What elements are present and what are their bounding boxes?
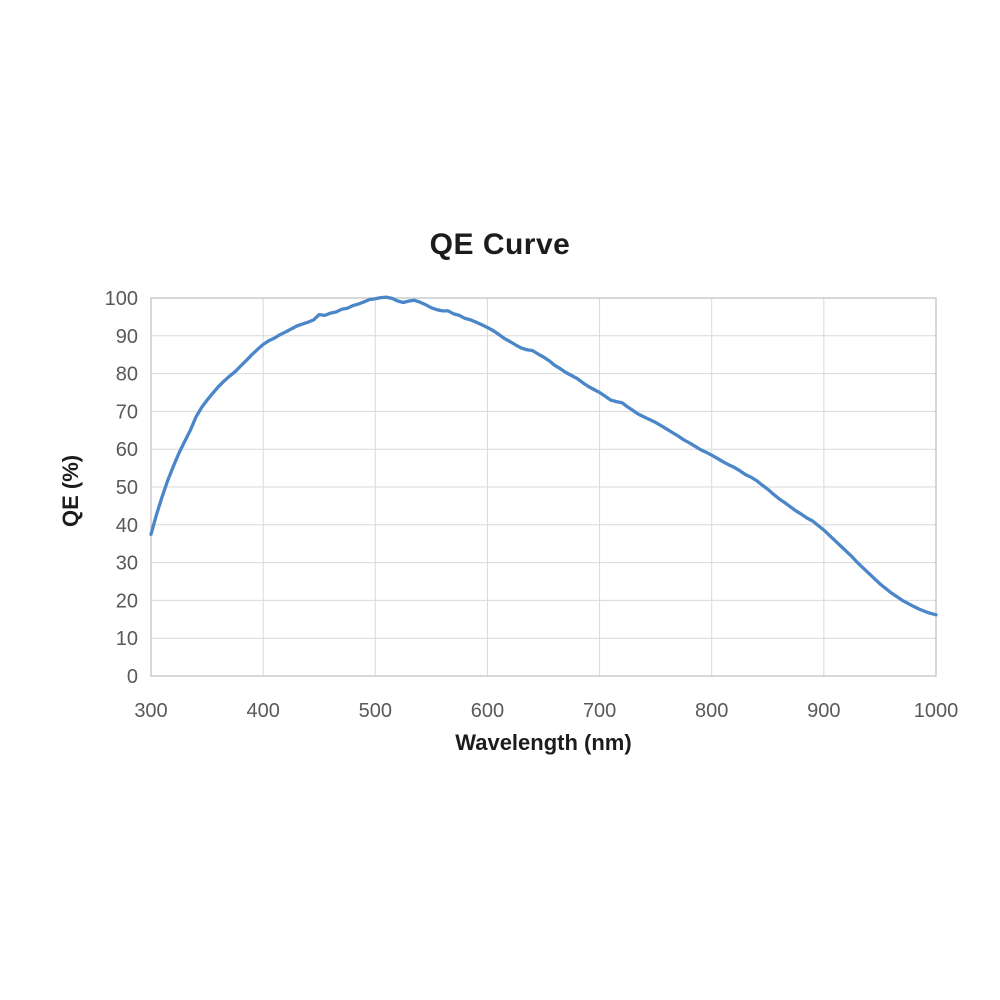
y-tick-label: 100 — [105, 288, 138, 310]
y-tick-label: 70 — [116, 401, 138, 423]
plot-border — [150, 297, 937, 677]
x-tick-label: 800 — [695, 700, 728, 722]
x-tick-label: 600 — [471, 700, 504, 722]
y-tick-label: 40 — [116, 515, 138, 537]
y-tick-label: 10 — [116, 628, 138, 650]
y-tick-label: 50 — [116, 477, 138, 499]
x-tick-label: 1000 — [914, 700, 959, 722]
x-tick-label: 700 — [583, 700, 616, 722]
y-tick-label: 80 — [116, 364, 138, 386]
y-tick-label: 30 — [116, 553, 138, 575]
y-tick-label: 60 — [116, 439, 138, 461]
y-tick-label: 20 — [116, 590, 138, 612]
y-tick-label: 0 — [127, 666, 138, 688]
x-tick-label: 500 — [359, 700, 392, 722]
chart-title: QE Curve — [429, 228, 571, 261]
y-tick-label: 90 — [116, 326, 138, 348]
x-tick-label: 900 — [807, 700, 840, 722]
x-tick-label: 400 — [246, 700, 279, 722]
qe-curve — [149, 295, 938, 617]
x-tick-label: 300 — [134, 700, 167, 722]
x-axis-title: Wavelength (nm) — [455, 730, 632, 755]
